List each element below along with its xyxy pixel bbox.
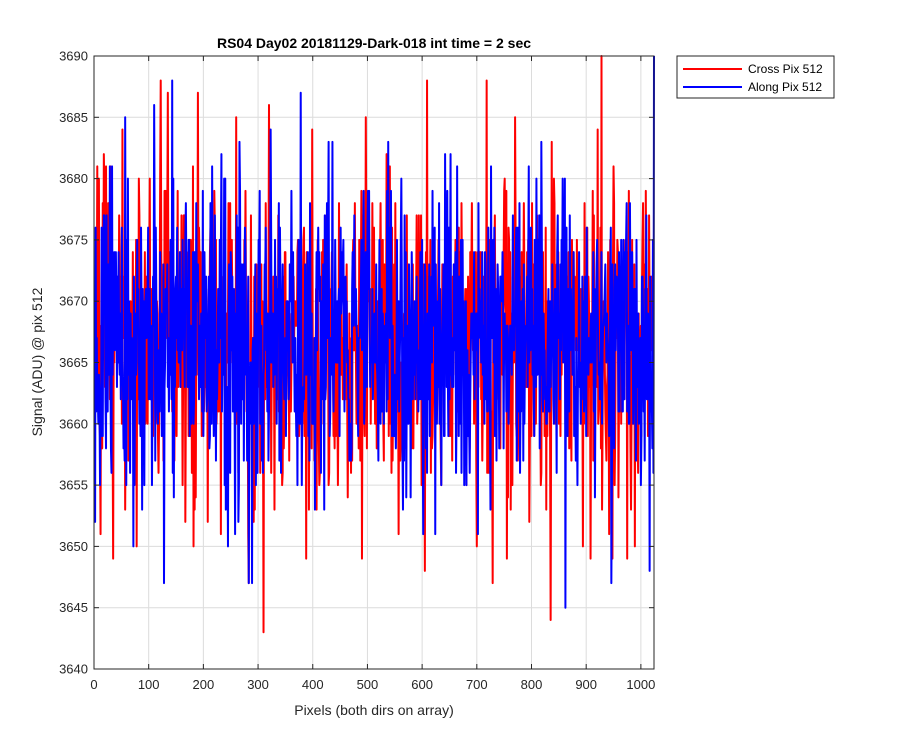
x-tick-label: 200 [193, 677, 215, 692]
y-tick-label: 3660 [59, 416, 88, 431]
legend-label-cross-pix: Cross Pix 512 [748, 62, 823, 76]
x-tick-label: 700 [466, 677, 488, 692]
legend: Cross Pix 512 Along Pix 512 [676, 55, 835, 99]
tick-marks [93, 55, 654, 670]
x-tick-label: 100 [138, 677, 160, 692]
y-tick-label: 3640 [59, 662, 88, 677]
x-tick-label: 600 [411, 677, 433, 692]
y-tick-label: 3650 [59, 539, 88, 554]
x-tick-label: 500 [357, 677, 379, 692]
legend-label-along-pix: Along Pix 512 [748, 80, 822, 94]
y-tick-label: 3685 [59, 110, 88, 125]
y-tick-label: 3675 [59, 232, 88, 247]
x-tick-label: 1000 [626, 677, 655, 692]
series-layer [93, 55, 655, 634]
y-tick-label: 3665 [59, 355, 88, 370]
y-axis-label: Signal (ADU) @ pix 512 [29, 287, 45, 436]
y-tick-label: 3645 [59, 600, 88, 615]
x-tick-label: 300 [247, 677, 269, 692]
x-tick-label: 400 [302, 677, 324, 692]
series-line-along-pix-512 [93, 55, 655, 609]
y-tick-label: 3655 [59, 478, 88, 493]
x-axis-label: Pixels (both dirs on array) [294, 702, 454, 718]
x-tick-label: 900 [575, 677, 597, 692]
x-tick-labels: 0 100 200 300 400 500 600 700 800 900 1000 [90, 677, 655, 692]
y-tick-label: 3670 [59, 294, 88, 309]
legend-box [676, 55, 835, 99]
y-tick-label: 3690 [59, 49, 88, 64]
y-tick-label: 3680 [59, 171, 88, 186]
x-tick-label: 0 [90, 677, 97, 692]
y-tick-labels: 3640 3645 3650 3655 3660 3665 3670 3675 3680 3685… [59, 49, 88, 677]
chart-title: RS04 Day02 20181129-Dark-018 int time = … [217, 35, 531, 51]
x-tick-label: 800 [521, 677, 543, 692]
